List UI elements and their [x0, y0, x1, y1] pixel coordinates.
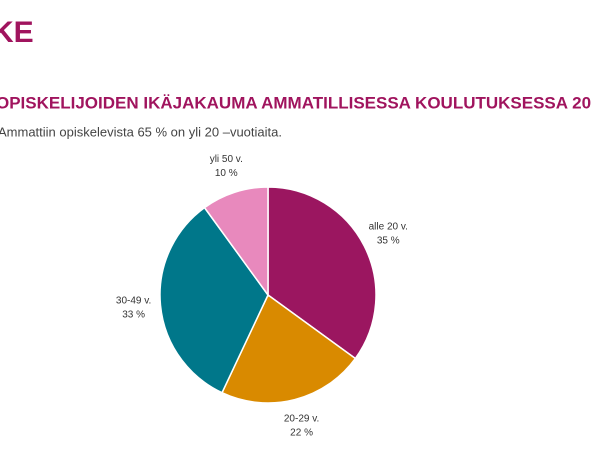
slice-label: yli 50 v. [210, 154, 243, 165]
slice-label: alle 20 v. [369, 221, 408, 232]
logo: KE [0, 16, 34, 49]
slice-value-label: 35 % [377, 235, 400, 246]
pie-slice [203, 186, 269, 298]
slice-label: 20-29 v. [284, 413, 319, 424]
chart-subtitle: Ammattiin opiskelevista 65 % on yli 20 –… [0, 124, 282, 139]
slice-label: 30-49 v. [116, 295, 151, 306]
pie-slice [267, 186, 377, 360]
pie-slice [159, 206, 269, 394]
slice-value-label: 10 % [215, 168, 238, 179]
chart-title: OPISKELIJOIDEN IKÄJAKAUMA AMMATILLISESSA… [0, 93, 591, 112]
slice-value-label: 33 % [122, 309, 145, 320]
slice-value-label: 22 % [290, 427, 313, 438]
